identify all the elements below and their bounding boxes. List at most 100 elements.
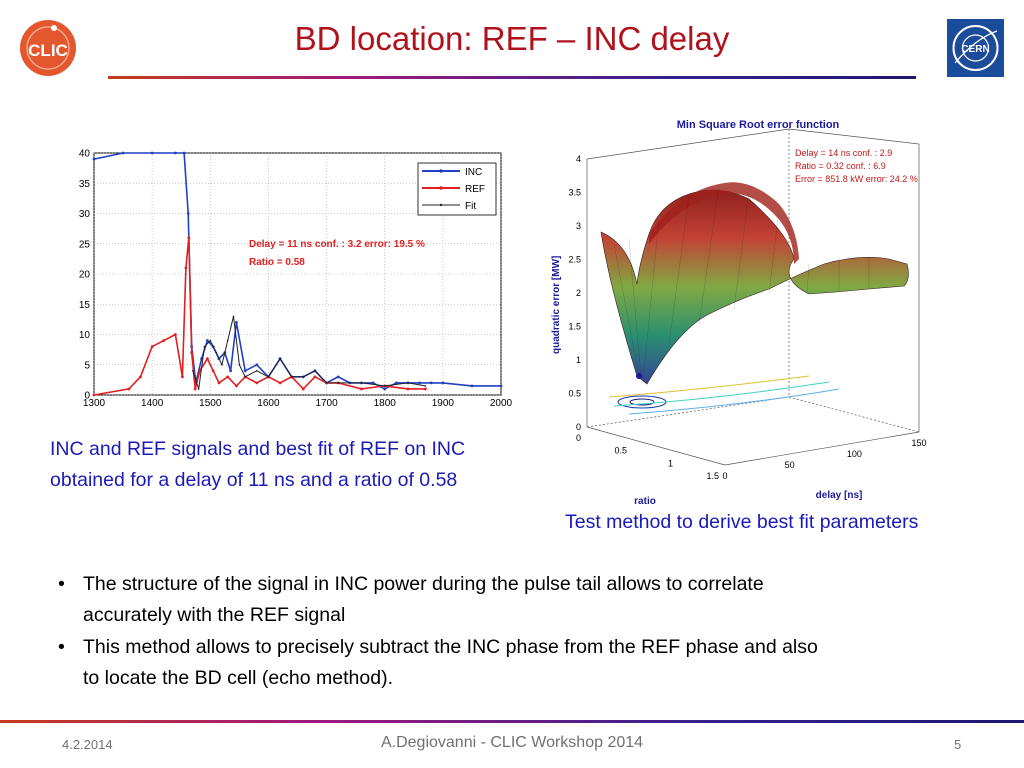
fit-annotation-line1: Delay = 11 ns conf. : 3.2 error: 19.5 %: [249, 239, 425, 250]
series-fit-point: [337, 382, 340, 384]
series-fit-point: [215, 351, 217, 354]
z-tick-label: 1: [576, 355, 581, 365]
series-ref-point: [205, 357, 209, 361]
series-fit-point: [407, 382, 409, 384]
series-ref-point: [150, 345, 154, 348]
series-inc-point: [394, 381, 398, 385]
y-tick-label: 25: [79, 239, 91, 250]
y-tick-label: 30: [79, 209, 91, 220]
y-tick-label: 15: [79, 300, 91, 311]
series-ref-point: [301, 387, 305, 391]
series-inc-point: [383, 387, 387, 391]
left-caption: INC and REF signals and best fit of REF …: [50, 434, 550, 496]
x-tick-label: 1400: [141, 398, 164, 409]
series-fit-point: [290, 376, 293, 378]
legend: INC REF Fit: [417, 162, 497, 216]
series-fit-point: [192, 370, 194, 372]
minimum-marker: [636, 373, 642, 379]
series-inc-point: [336, 375, 340, 379]
y-tick-label: 40: [79, 149, 91, 160]
bullet-dot-icon: •: [58, 573, 65, 595]
bullet-line: accurately with the REF signal: [83, 603, 346, 626]
clic-logo-text: CLIC: [28, 41, 68, 60]
footer-date: 4.2.2014: [62, 737, 113, 752]
series-inc-point: [243, 369, 247, 373]
series-inc-point: [235, 321, 238, 324]
series-ref-point: [424, 387, 427, 391]
series-fit-point: [302, 376, 305, 378]
series-inc-point: [255, 363, 259, 367]
floor-contours: [608, 375, 840, 415]
y-tick-label: 0.5: [614, 446, 627, 456]
surface-title: Min Square Root error function: [677, 119, 840, 131]
y-axis-label: ratio: [634, 496, 656, 507]
x-tick-label: 1800: [374, 398, 397, 409]
z-tick-label: 0.5: [568, 389, 581, 399]
series-inc-point: [470, 384, 474, 388]
clic-logo: CLIC: [18, 18, 78, 78]
series-fit-point: [232, 315, 235, 318]
series-ref-point: [217, 381, 221, 385]
x-tick-label: 150: [911, 438, 926, 448]
z-tick-label: 3: [576, 221, 581, 231]
error-surface: [600, 189, 909, 385]
surface-annotation-line2: Ratio = 0.32 conf. : 6.9: [795, 161, 886, 171]
bullet-line: to locate the BD cell (echo method).: [83, 666, 393, 689]
series-inc-point: [92, 157, 96, 161]
y-tick-label: 0: [84, 391, 90, 402]
left-caption-line1: INC and REF signals and best fit of REF …: [50, 438, 466, 460]
series-fit-point: [226, 339, 229, 342]
bullet-dot-icon: •: [58, 636, 65, 658]
series-fit-point: [279, 357, 281, 360]
z-tick-label: 0: [576, 422, 581, 432]
series-fit-point: [203, 345, 206, 348]
series-ref-point: [226, 375, 230, 379]
z-tick-label: 2: [576, 288, 581, 298]
series-fit-point: [238, 363, 241, 366]
series-inc-point: [182, 151, 186, 155]
series-ref-point: [174, 333, 177, 336]
bullet-line: This method allows to precisely subtract…: [83, 636, 818, 658]
surface-ridge: [649, 182, 799, 264]
series-ref-point: [193, 387, 197, 391]
series-fit-point: [197, 388, 200, 390]
x-tick-label: 50: [785, 460, 795, 470]
x-tick-label: 0: [722, 471, 727, 481]
bullet-item: • This method allows to precisely subtra…: [58, 632, 978, 693]
surface-annotation-line1: Delay = 14 ns conf. : 2.9: [795, 148, 892, 158]
z-tick-label: 4: [576, 154, 581, 164]
x-tick-label: 100: [847, 449, 862, 459]
series-ref-point: [180, 375, 184, 379]
series-fit-point: [314, 370, 316, 372]
series-fit-point: [209, 339, 212, 342]
legend-ref: REF: [465, 184, 485, 195]
series-inc-point: [150, 151, 154, 155]
fit-annotation-line2: Ratio = 0.58: [249, 257, 305, 268]
surface-annotation-line3: Error = 851.8 kW error: 24.2 %: [795, 174, 918, 184]
series-ref-point: [198, 369, 202, 373]
series-ref-point: [127, 387, 131, 391]
series-ref-point: [360, 387, 363, 391]
x-tick-label: 2000: [490, 398, 513, 409]
x-tick-label: 1900: [432, 398, 455, 409]
y-tick-label: 0: [576, 433, 581, 443]
series-ref-point: [255, 381, 259, 385]
series-inc-point: [499, 384, 503, 388]
series-inc-point: [429, 381, 433, 385]
cern-logo: CERN: [947, 19, 1004, 77]
series-fit-point: [244, 376, 246, 378]
series-inc-point: [205, 339, 209, 342]
footer-divider: [0, 720, 1024, 723]
series-ref-point: [139, 375, 142, 379]
series-fit-point: [424, 385, 427, 387]
z-tick-label: 1.5: [568, 322, 581, 332]
series-ref-point: [313, 375, 317, 379]
series-fit-point: [221, 363, 223, 366]
series-inc-point: [371, 381, 375, 385]
surface-mesh: [613, 185, 870, 381]
bullet-line: The structure of the signal in INC power…: [83, 573, 764, 595]
series-ref-point: [235, 384, 238, 388]
series-ref-point: [211, 369, 215, 373]
series-inc-point: [418, 381, 421, 385]
series-fit-point: [383, 385, 386, 387]
